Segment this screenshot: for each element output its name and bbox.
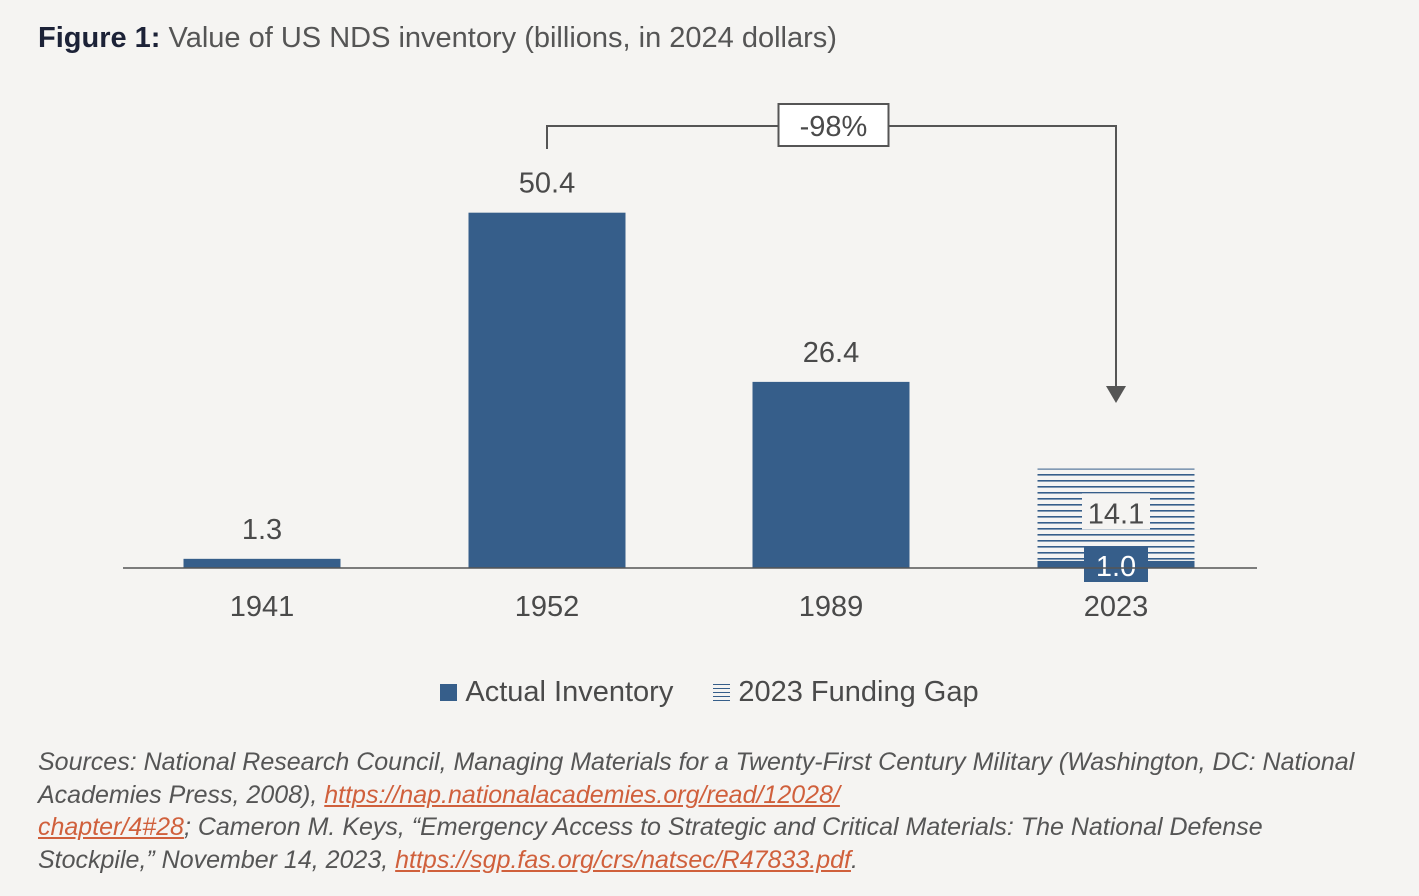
source-link-nap[interactable]: https://nap.nationalacademies.org/read/1… (38, 781, 840, 842)
sources-text-2: ; Cameron M. Keys, “Emergency Access to … (38, 813, 1263, 874)
data-label-1941: 1.3 (242, 514, 282, 546)
bar-1989-actual (752, 381, 910, 568)
figure-title-text: Value of US NDS inventory (billions, in … (168, 22, 837, 54)
sources-text-1: Sources: National Research Council, Mana… (38, 748, 1355, 809)
bar-chart: 1.3 1941 50.4 1952 26.4 1989 14.1 1.0 2023 -98% (123, 103, 1257, 623)
sources-text-3: . (850, 845, 858, 874)
legend-swatch-solid (440, 684, 458, 701)
data-label-1952: 50.4 (519, 168, 575, 200)
source-link-fas[interactable]: https://sgp.fas.org/crs/natsec/R47833.pd… (395, 845, 851, 874)
x-tick-label-1989: 1989 (799, 591, 864, 623)
bar-1941-actual (183, 558, 341, 568)
figure-label: Figure 1: (38, 22, 161, 54)
decline-label: -98% (800, 111, 868, 143)
x-tick-label-1952: 1952 (515, 591, 580, 623)
data-label-1989: 26.4 (803, 337, 859, 369)
decline-label-box (777, 103, 890, 147)
x-tick-label-1941: 1941 (230, 591, 295, 623)
figure-title: Figure 1: Value of US NDS inventory (bil… (38, 22, 837, 55)
x-tick-label-2023: 2023 (1084, 591, 1149, 623)
sources-note: Sources: National Research Council, Mana… (38, 746, 1383, 876)
actual-label-bg (1084, 546, 1148, 582)
data-label-2023-gap: 14.1 (1088, 498, 1144, 530)
decline-arrow-head (1106, 386, 1126, 403)
legend-item-actual: Actual Inventory (440, 676, 673, 709)
legend-label-gap: 2023 Funding Gap (738, 676, 979, 708)
legend-swatch-hatched (713, 684, 731, 701)
source-link-nap-part1: https://nap.nationalacademies.org/read/1… (324, 780, 840, 809)
chart-legend: Actual Inventory 2023 Funding Gap (0, 676, 1419, 709)
legend-label-actual: Actual Inventory (465, 676, 674, 708)
data-label-2023-actual: 1.0 (1096, 551, 1136, 583)
gap-label-bg (1082, 493, 1150, 530)
bar-1952-actual (468, 212, 626, 568)
source-link-nap-part2: chapter/4#28 (38, 813, 184, 841)
legend-item-gap: 2023 Funding Gap (713, 676, 979, 709)
